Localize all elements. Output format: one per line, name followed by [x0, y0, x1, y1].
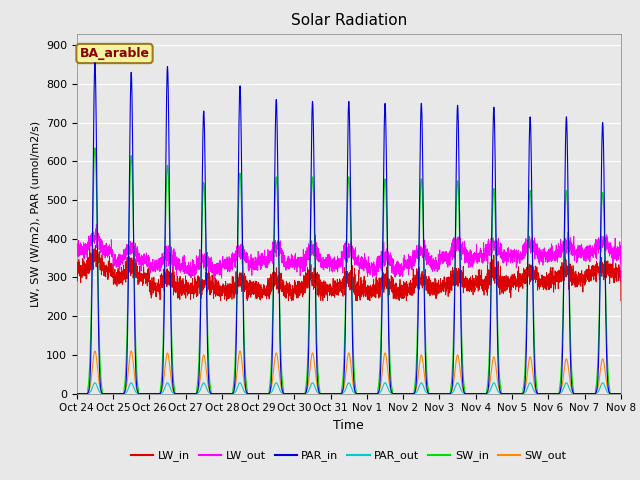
Title: Solar Radiation: Solar Radiation	[291, 13, 407, 28]
X-axis label: Time: Time	[333, 419, 364, 432]
Text: BA_arable: BA_arable	[79, 47, 150, 60]
Y-axis label: LW, SW (W/m2), PAR (umol/m2/s): LW, SW (W/m2), PAR (umol/m2/s)	[30, 120, 40, 307]
Legend: LW_in, LW_out, PAR_in, PAR_out, SW_in, SW_out: LW_in, LW_out, PAR_in, PAR_out, SW_in, S…	[127, 446, 571, 466]
